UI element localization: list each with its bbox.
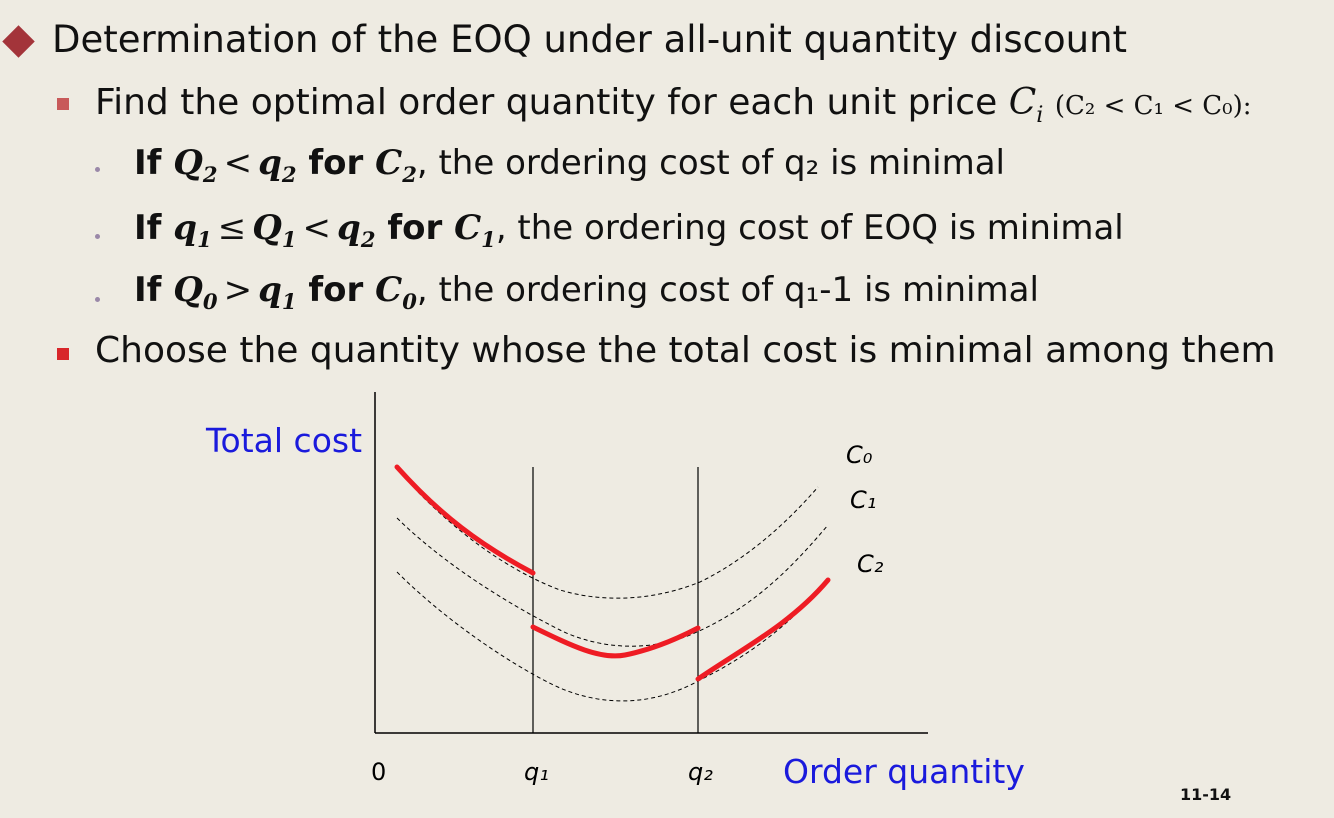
case-pre-sub: 1 xyxy=(197,226,212,252)
point1-price-order: (C₂ < C₁ < C₀): xyxy=(1054,91,1252,121)
cost-curve-c1 xyxy=(396,517,829,647)
case-for: for xyxy=(296,270,376,310)
dot-bullet-icon xyxy=(95,167,100,172)
optimal-cost-segment-c0 xyxy=(394,464,536,576)
point1-math-var: C xyxy=(1008,82,1037,123)
case-rhs-sub: 2 xyxy=(360,226,376,252)
case-rhs-sub: 2 xyxy=(281,161,297,187)
case-lhs: Q xyxy=(173,270,203,310)
case-c-sub: 0 xyxy=(402,288,417,314)
case-q0: If Q0 > q1 for C0, the ordering cost of q₁… xyxy=(134,270,1039,314)
case-q2: If Q2 < q2 for C2, the ordering cost of q₂… xyxy=(134,143,1005,187)
case-lhs-sub: 0 xyxy=(202,288,218,314)
case-tail: , the ordering cost of q₂ is minimal xyxy=(416,143,1006,183)
curve-label-c0: C₀ xyxy=(846,441,873,469)
slide-heading: Determination of the EOQ under all-unit … xyxy=(52,18,1128,61)
point-choose-quantity: Choose the quantity whose the total cost… xyxy=(95,330,1276,371)
point-find-optimal: Find the optimal order quantity for each… xyxy=(95,82,1251,128)
case-c-sub: 2 xyxy=(402,161,417,187)
y-axis-label: Total cost xyxy=(205,421,362,460)
dot-bullet-icon xyxy=(95,234,100,239)
point1-math-sub: i xyxy=(1036,102,1044,129)
tick-label-q1: q₁ xyxy=(524,758,549,786)
case-tail: , the ordering cost of q₁-1 is minimal xyxy=(416,270,1039,310)
case-c-sub: 1 xyxy=(481,226,496,252)
dot-bullet-icon xyxy=(95,297,100,302)
cost-curve-c2 xyxy=(396,571,829,702)
case-if: If xyxy=(134,143,174,183)
case-c: C xyxy=(375,143,403,183)
case-lhs: Q xyxy=(173,143,203,183)
diamond-bullet-icon xyxy=(2,25,35,58)
origin-label: 0 xyxy=(371,758,386,786)
cost-curve-c0 xyxy=(417,486,819,599)
case-lhs-sub: 1 xyxy=(281,226,297,252)
case-rhs: q xyxy=(258,143,282,183)
case-c: C xyxy=(454,208,482,248)
case-pre: q xyxy=(173,208,198,248)
case-op: > xyxy=(223,270,253,310)
square-bullet-icon xyxy=(57,348,69,360)
square-bullet-icon xyxy=(57,98,69,110)
point1-text: Find the optimal order quantity for each… xyxy=(95,82,1009,123)
optimal-cost-segment-c2 xyxy=(695,577,831,682)
case-if: If xyxy=(134,208,174,248)
x-axis-label: Order quantity xyxy=(783,752,1025,791)
case-rhs: q xyxy=(337,208,361,248)
page-number: 11-14 xyxy=(1180,785,1232,804)
curve-label-c1: C₁ xyxy=(850,486,876,514)
case-rhs-sub: 1 xyxy=(281,288,297,314)
optimal-cost-segment-c1 xyxy=(530,624,701,659)
case-lhs-sub: 2 xyxy=(202,161,218,187)
case-lhs: Q xyxy=(252,208,282,248)
case-op: < xyxy=(302,208,332,248)
curve-label-c2: C₂ xyxy=(857,550,884,578)
case-for: for xyxy=(375,208,455,248)
case-for: for xyxy=(296,143,376,183)
case-q1: If q1 ≤ Q1 < q2 for C1, the ordering cost of… xyxy=(134,208,1124,252)
tick-label-q2: q₂ xyxy=(688,758,713,786)
case-op1: ≤ xyxy=(217,208,247,248)
case-rhs: q xyxy=(258,270,282,310)
case-op: < xyxy=(223,143,253,183)
case-tail: , the ordering cost of EOQ is minimal xyxy=(495,208,1124,248)
case-if: If xyxy=(134,270,174,310)
case-c: C xyxy=(375,270,403,310)
